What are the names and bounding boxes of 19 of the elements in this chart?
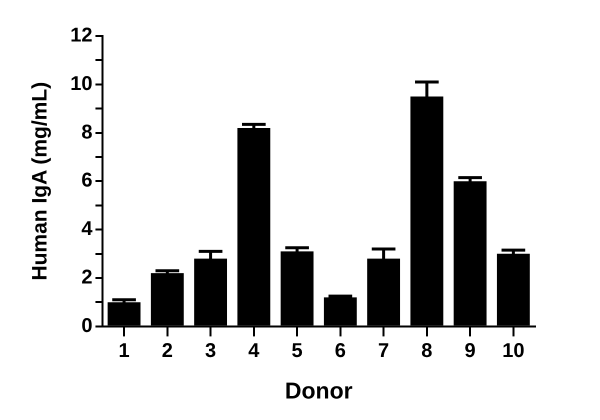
x-tick-label: 7 — [378, 340, 390, 362]
x-tick-label: 4 — [248, 340, 260, 362]
y-tick-label: 4 — [81, 218, 94, 240]
x-axis-title: Donor — [284, 378, 353, 404]
y-tick-label: 0 — [81, 314, 92, 337]
x-tick-label: 3 — [205, 340, 216, 362]
x-tick-label: 8 — [421, 340, 432, 362]
y-axis-title: Human IgA (mg/mL) — [28, 82, 52, 281]
x-tick-label: 5 — [292, 340, 303, 362]
y-tick-label: 6 — [81, 170, 92, 192]
y-tick-label: 8 — [81, 121, 92, 144]
x-tick-label: 10 — [502, 340, 524, 362]
y-tick-label: 10 — [70, 72, 92, 95]
x-tick-label: 2 — [162, 340, 173, 362]
x-tick-label: 1 — [118, 340, 130, 362]
y-tick-label: 12 — [70, 24, 92, 47]
x-tick-label: 9 — [464, 340, 476, 362]
y-tick-label: 2 — [81, 266, 92, 289]
x-tick-label: 6 — [334, 340, 346, 362]
